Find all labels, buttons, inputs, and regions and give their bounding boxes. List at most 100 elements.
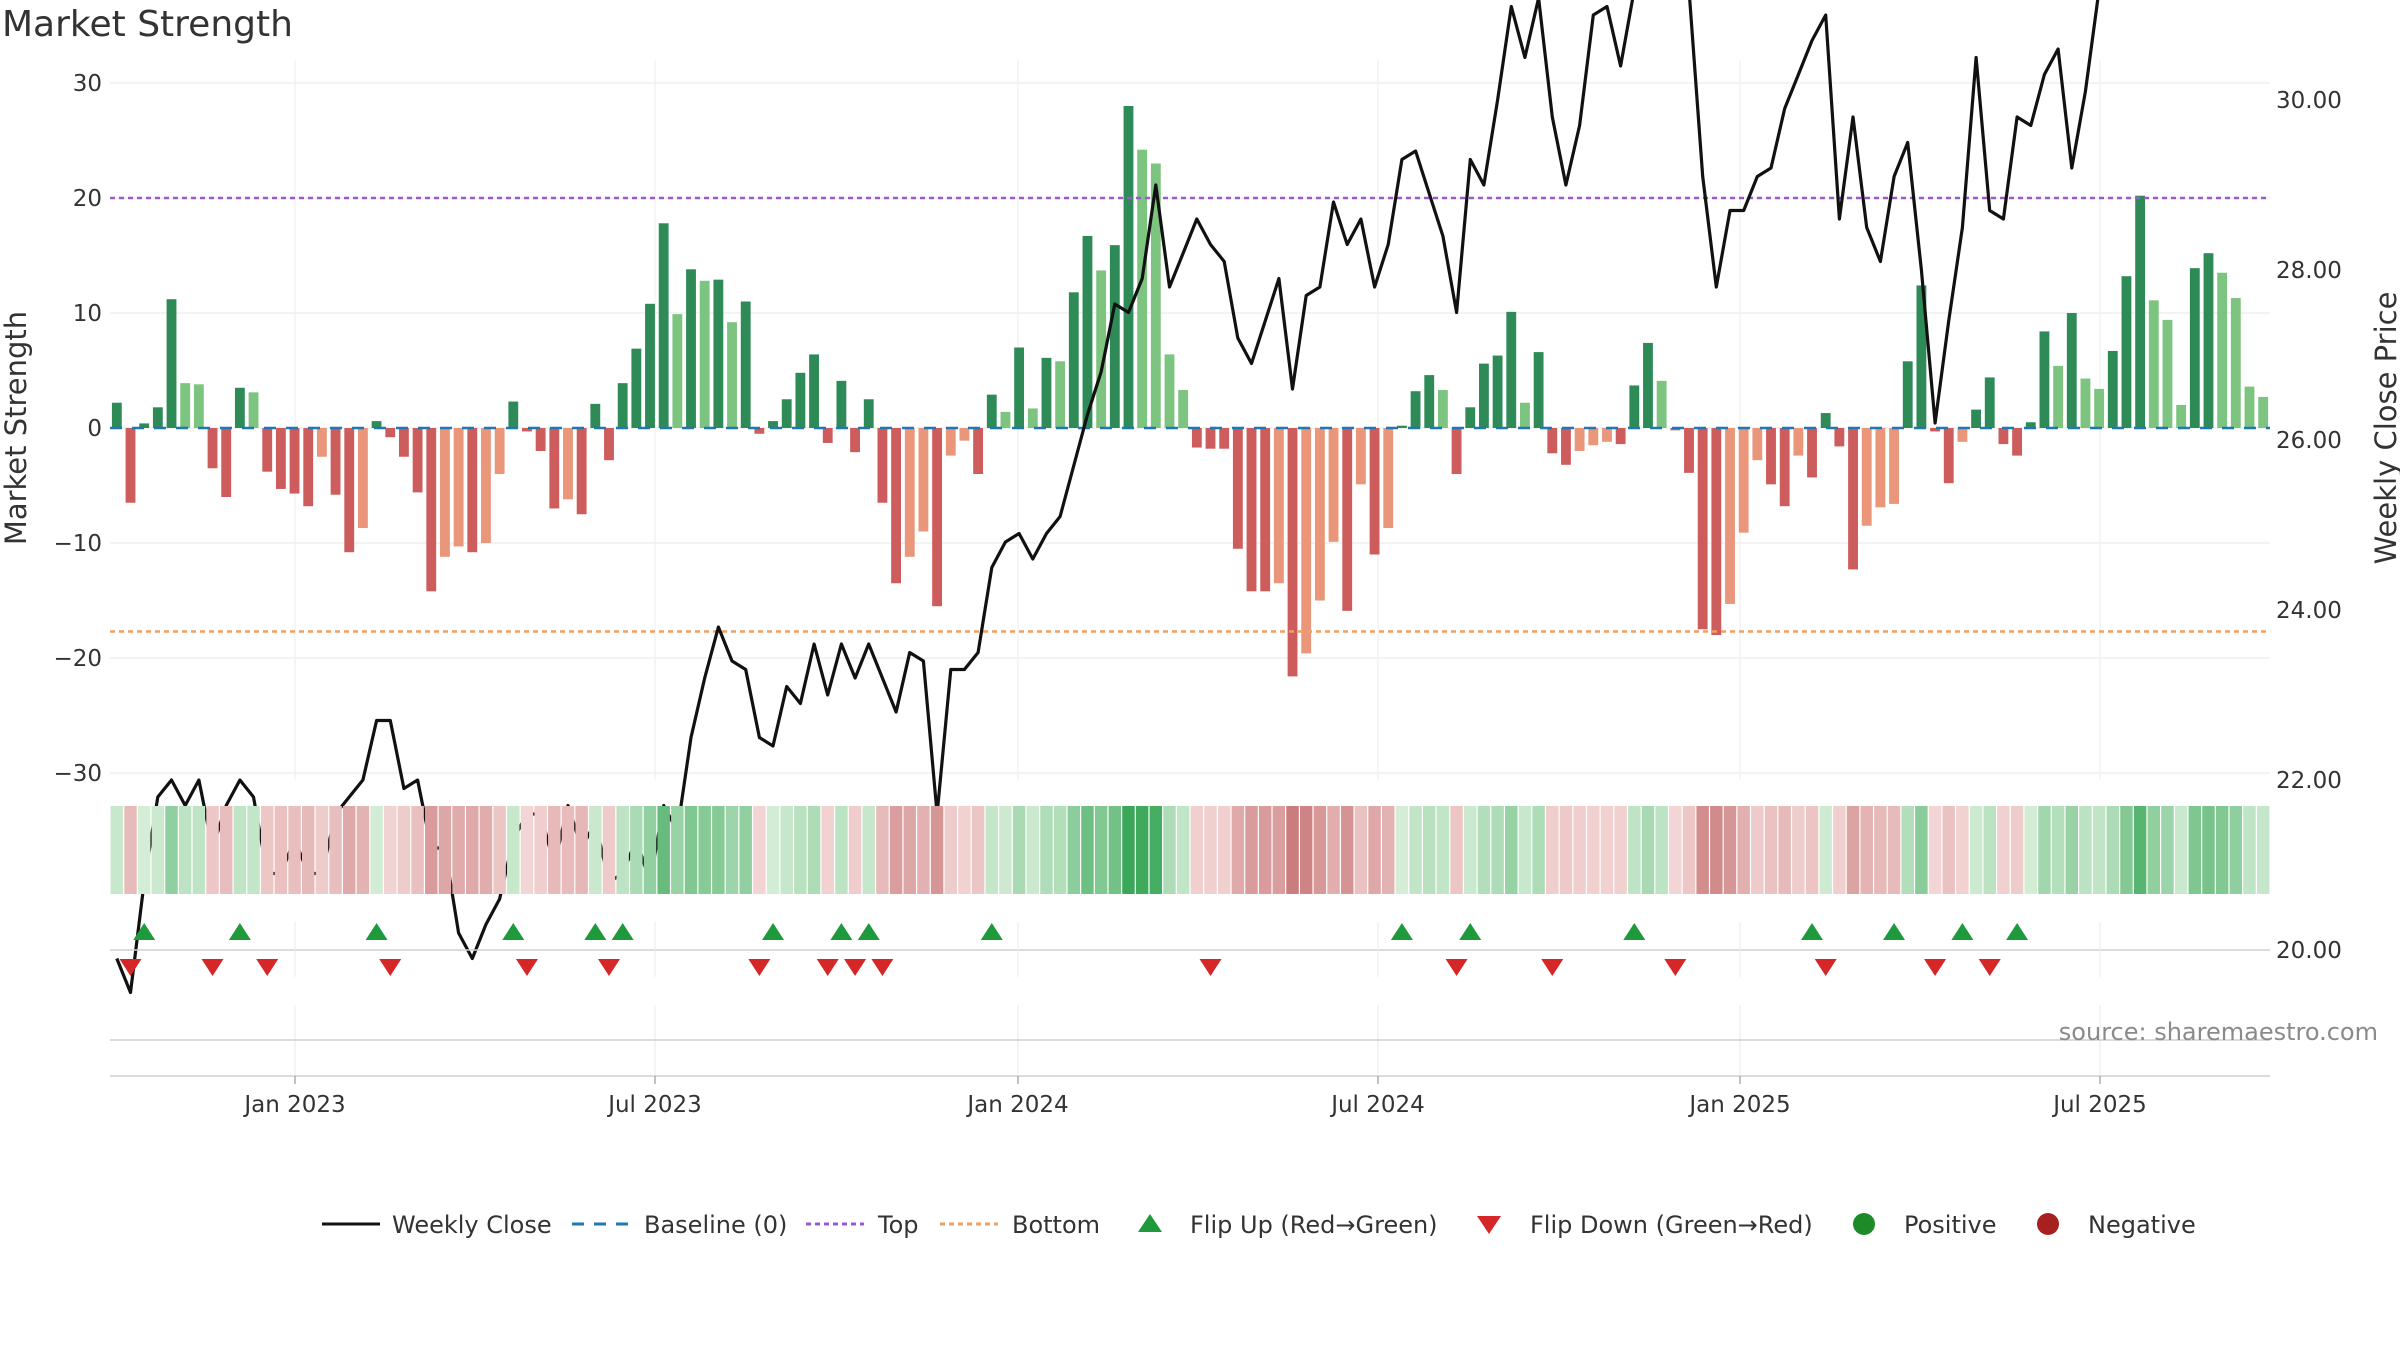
strip-cell	[1628, 806, 1641, 894]
strength-bar	[2148, 300, 2159, 428]
strip-cell	[2120, 806, 2133, 894]
strength-bar	[945, 428, 956, 456]
strength-bar	[2012, 428, 2023, 456]
strength-bar	[1615, 428, 1626, 445]
strength-bar	[1232, 428, 1243, 549]
strip-cell	[1819, 806, 1832, 894]
strip-cell	[2079, 806, 2092, 894]
strength-bar	[248, 392, 259, 428]
strength-bar	[275, 428, 286, 489]
flip-down-marker	[256, 959, 279, 976]
strip-cell	[1505, 806, 1518, 894]
strip-cell	[1764, 806, 1778, 894]
strip-cell	[766, 806, 780, 894]
strip-cell	[2106, 806, 2120, 894]
strength-bar	[152, 407, 163, 428]
left-tick-label: −10	[53, 531, 102, 557]
strip-cell	[507, 806, 520, 894]
strip-cell	[835, 806, 848, 894]
strip-cell	[1874, 806, 1887, 894]
strip-cell	[1040, 806, 1053, 894]
strip-cell	[1641, 806, 1655, 894]
strength-bar	[1848, 428, 1858, 570]
strip-cell	[466, 806, 479, 894]
strip-cell	[192, 806, 206, 894]
strip-cell	[1997, 806, 2010, 894]
strip-cell	[1669, 806, 1682, 894]
strip-cell	[2215, 806, 2229, 894]
strip-cell	[2010, 806, 2024, 894]
strip-cell	[1751, 806, 1764, 894]
flip-down-marker	[597, 959, 620, 976]
strength-bar	[2258, 396, 2269, 428]
strength-bar	[1314, 428, 1325, 601]
strength-bar	[111, 402, 122, 428]
strength-bar	[467, 428, 478, 553]
right-tick-label: 30.00	[2276, 88, 2342, 114]
strength-bar	[590, 403, 601, 428]
strip-cell	[1805, 806, 1819, 894]
strip-cell	[1313, 806, 1327, 894]
left-axis-title: Market Strength	[0, 311, 33, 545]
strength-bar	[440, 428, 450, 557]
strength-bar	[522, 428, 532, 432]
strength-bar	[508, 401, 519, 428]
strip-cell	[1655, 806, 1668, 894]
strength-bars	[111, 106, 2269, 677]
strength-bar	[1205, 428, 1216, 449]
right-axis-title: Weekly Close Price	[2369, 292, 2400, 565]
strip-cell	[1491, 806, 1504, 894]
strip-cell	[2174, 806, 2188, 894]
strength-bar	[1273, 428, 1284, 584]
flip-down-marker	[119, 959, 142, 976]
strength-bar	[262, 428, 273, 472]
flip-up-marker	[1459, 923, 1482, 940]
left-tick-label: 20	[73, 186, 102, 212]
right-tick-label: 28.00	[2276, 258, 2342, 284]
strip-cell	[1887, 806, 1901, 894]
strip-cell	[219, 806, 233, 894]
flip-up-marker	[228, 923, 251, 940]
strength-bar	[1383, 428, 1394, 529]
strength-bar	[316, 428, 327, 457]
strength-bar	[1656, 380, 1667, 428]
strip-cell	[1354, 806, 1368, 894]
strength-bar	[563, 428, 573, 500]
strip-cell	[1245, 806, 1258, 894]
right-tick-label: 26.00	[2276, 428, 2342, 454]
strength-bar	[1164, 354, 1175, 428]
x-tick-label: Jul 2025	[2051, 1092, 2147, 1118]
strip-cell	[1067, 806, 1081, 894]
strength-bar	[1875, 428, 1886, 508]
strip-cell	[233, 806, 247, 894]
strip-cell	[671, 806, 684, 894]
strip-cell	[1258, 806, 1272, 894]
strength-bar	[412, 428, 423, 493]
strength-bar	[1643, 342, 1653, 428]
strength-bar	[1725, 428, 1735, 604]
strip-cell	[1176, 806, 1190, 894]
strip-cell	[1600, 806, 1614, 894]
strip-cell	[165, 806, 178, 894]
strip-cell	[1778, 806, 1791, 894]
strength-bar	[686, 269, 696, 428]
strength-bar	[2135, 195, 2146, 428]
strength-bar	[1219, 428, 1230, 449]
strip-cell	[356, 806, 370, 894]
strength-bar	[863, 399, 874, 428]
strip-cell	[301, 806, 315, 894]
strength-bar	[125, 428, 136, 503]
strip-cell	[1532, 806, 1545, 894]
flip-up-marker	[762, 923, 785, 940]
strip-cell	[1231, 806, 1245, 894]
flip-down-marker	[816, 959, 839, 976]
strip-cell	[616, 806, 629, 894]
strength-bar	[371, 421, 382, 428]
strength-bar	[2162, 319, 2173, 428]
strip-cell	[1928, 806, 1942, 894]
flip-down-marker	[1814, 959, 1837, 976]
strip-cell	[2243, 806, 2256, 894]
strength-bar	[1889, 428, 1899, 504]
strip-cell	[643, 806, 657, 894]
